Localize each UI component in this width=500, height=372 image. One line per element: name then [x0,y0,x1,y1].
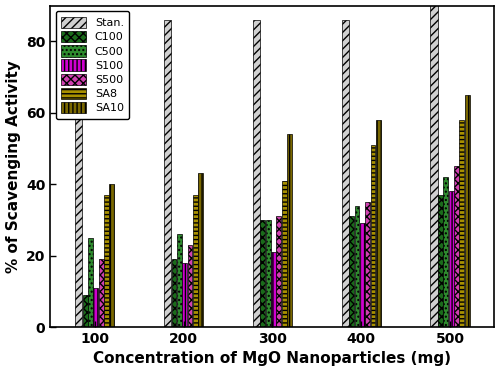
Bar [172,259,176,327]
Bar [99,259,103,327]
Bar [276,216,281,327]
Bar [188,245,192,327]
Bar [444,177,448,327]
Bar [260,220,266,327]
Bar [75,20,82,327]
Bar [83,295,87,327]
Bar [110,184,114,327]
Bar [287,134,292,327]
Bar [448,191,454,327]
Bar [282,180,286,327]
Bar [88,238,93,327]
Legend: Stan., C100, C500, S100, S500, SA8, SA10: Stan., C100, C500, S100, S500, SA8, SA10 [56,11,130,119]
Bar [354,206,360,327]
Bar [370,145,376,327]
Bar [177,234,182,327]
Bar [438,195,443,327]
Bar [464,95,469,327]
Bar [460,120,464,327]
Bar [271,252,276,327]
Bar [360,224,365,327]
Bar [253,20,260,327]
Bar [266,220,270,327]
Bar [349,216,354,327]
Bar [164,20,171,327]
Bar [365,202,370,327]
Bar [342,20,349,327]
Y-axis label: % of Scavenging Activity: % of Scavenging Activity [6,60,20,273]
Bar [193,195,198,327]
Bar [104,195,109,327]
Bar [454,166,459,327]
Bar [94,288,98,327]
Bar [182,263,187,327]
Bar [198,173,203,327]
Bar [376,120,381,327]
Bar [430,2,438,327]
X-axis label: Concentration of MgO Nanoparticles (mg): Concentration of MgO Nanoparticles (mg) [94,352,452,366]
